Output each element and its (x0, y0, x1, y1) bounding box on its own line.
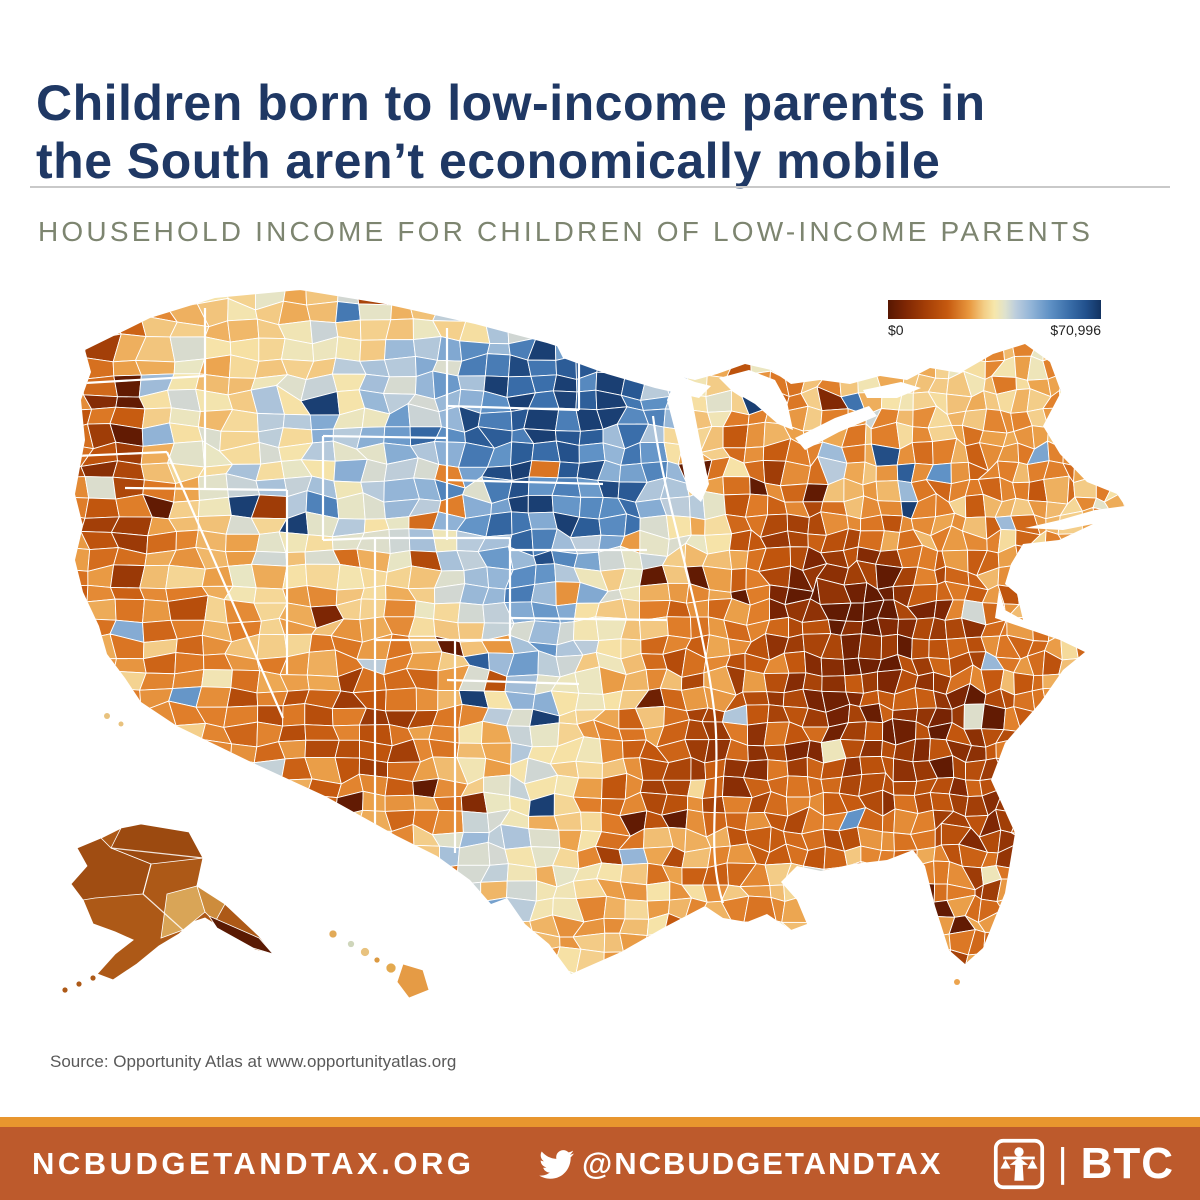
twitter-bird-icon (538, 1148, 574, 1180)
legend-min-label: $0 (888, 322, 904, 338)
title-line-1: Children born to low-income parents in (36, 74, 986, 131)
alaska-inset (62, 823, 275, 993)
footer-website: NCBUDGETANDTAX.ORG (32, 1145, 475, 1181)
footer-accent-stripe (0, 1117, 1200, 1127)
footer-twitter-handle: @NCBUDGETANDTAX (582, 1145, 943, 1181)
legend: $0 $70,996 (888, 300, 1101, 338)
legend-labels: $0 $70,996 (888, 322, 1101, 338)
legend-gradient-bar (888, 300, 1101, 319)
state-borders-layer (75, 308, 725, 904)
title-line-2: the South aren’t economically mobile (36, 132, 941, 189)
great-lakes (555, 342, 921, 502)
legend-max-label: $70,996 (1050, 322, 1101, 338)
btc-scales-logo-icon (993, 1138, 1045, 1190)
footer-bar: NCBUDGETANDTAX.ORG @NCBUDGETANDTAX (0, 1127, 1200, 1200)
source-note: Source: Opportunity Atlas at www.opportu… (50, 1052, 457, 1071)
us-choropleth-map (55, 288, 1141, 1011)
footer-twitter: @NCBUDGETANDTAX (538, 1146, 942, 1182)
subtitle: HOUSEHOLD INCOME FOR CHILDREN OF LOW-INC… (38, 216, 1094, 247)
divider (30, 186, 1170, 188)
footer-logo: | BTC (993, 1138, 1174, 1190)
hawaii-inset (328, 929, 430, 999)
footer-logo-separator: | (1059, 1141, 1067, 1185)
small-islands (104, 713, 960, 985)
footer-logo-text: BTC (1080, 1138, 1174, 1188)
page-title: Children born to low-income parents in t… (36, 74, 1166, 190)
